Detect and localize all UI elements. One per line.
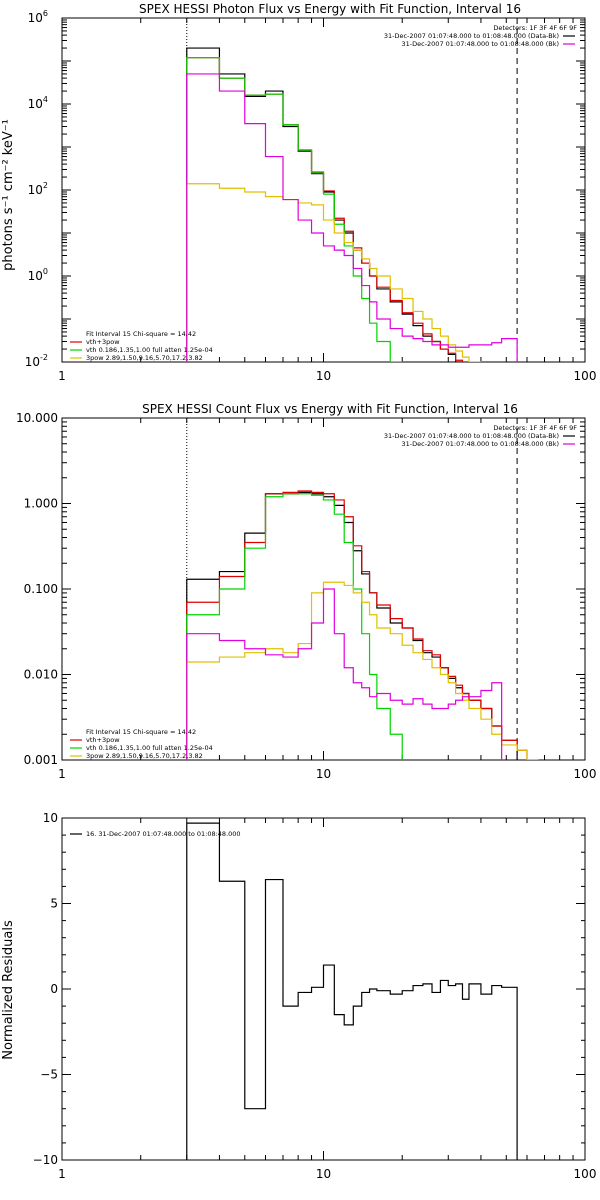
legend-top-left-label: 16. 31-Dec-2007 01:07:48.000 to 01:08:48… — [86, 830, 241, 838]
legend-bottom-left-label: vth+3pow — [86, 338, 120, 346]
x-tick-label: 1 — [58, 1167, 66, 1181]
series-group — [186, 47, 518, 362]
y-tick-label: 10-2 — [25, 353, 48, 369]
legend-bottom-left-label: 3pow 2.89,1.50,9.16,5.70,17.2,3.82 — [86, 752, 203, 760]
series-powerlaw-line — [186, 183, 482, 362]
y-tick-label: 1.000 — [24, 497, 58, 511]
series-background-line — [186, 73, 518, 362]
x-tick-label: 100 — [574, 1167, 597, 1181]
legend-bottom-left-label: Fit Interval 15 Chi-square = 14.42 — [86, 728, 196, 736]
series-thermal-line — [186, 56, 403, 362]
legend-bottom-left-label: Fit Interval 15 Chi-square = 14.42 — [86, 330, 196, 338]
legend-top-right-label: 31-Dec-2007 01:07:48.000 to 01:08:48.000… — [384, 432, 559, 440]
legend-bottom-left-label: vth 0.186,1.35,1.00 full atten 1.25e-04 — [86, 744, 213, 752]
legend-bottom-left-label: vth 0.186,1.35,1.00 full atten 1.25e-04 — [86, 346, 213, 354]
series-data-line — [186, 491, 518, 760]
y-tick-label: 106 — [28, 9, 48, 25]
x-tick-label: 10 — [316, 1167, 331, 1181]
x-tick-label: 100 — [574, 767, 597, 781]
series-data-line — [186, 47, 464, 362]
y-tick-label: −5 — [40, 1068, 58, 1082]
photon-flux-y-axis-label: photons s⁻¹ cm⁻² keV⁻¹ — [1, 119, 16, 271]
y-tick-label: 104 — [28, 95, 48, 111]
series-group — [186, 490, 539, 760]
count-flux-panel: SPEX HESSI Count Flux vs Energy with Fit… — [16, 402, 597, 781]
y-tick-label: 10.000 — [16, 411, 58, 425]
photon-flux-title: SPEX HESSI Photon Flux vs Energy with Fi… — [139, 2, 521, 16]
plot-frame — [61, 817, 586, 1161]
x-tick-label: 1 — [58, 369, 66, 383]
series-thermal-line — [186, 493, 403, 760]
x-tick-label: 100 — [574, 369, 597, 383]
legend-top-right-label: Detectors: 1F 3F 4F 6F 9F — [493, 24, 577, 32]
legend-top-right-label: Detectors: 1F 3F 4F 6F 9F — [493, 424, 577, 432]
x-tick-label: 10 — [316, 369, 331, 383]
legend-top-right-label: 31-Dec-2007 01:07:48.000 to 01:08:48.000… — [402, 40, 560, 48]
photon-flux-panel: SPEX HESSI Photon Flux vs Energy with Fi… — [1, 2, 597, 383]
series-group — [186, 822, 518, 1160]
x-tick-label: 10 — [316, 767, 331, 781]
y-tick-label: 0 — [50, 982, 58, 996]
x-tick-label: 1 — [58, 767, 66, 781]
y-tick-label: 5 — [50, 897, 58, 911]
series-background-line — [186, 588, 503, 760]
y-tick-label: −10 — [33, 1153, 58, 1167]
y-tick-label: 0.001 — [24, 753, 58, 767]
series-residual-line — [186, 822, 518, 1160]
y-tick-label: 0.100 — [24, 582, 58, 596]
y-tick-label: 100 — [28, 267, 48, 283]
legend-top-right-label: 31-Dec-2007 01:07:48.000 to 01:08:48.000… — [384, 32, 559, 40]
legend-bottom-left-label: vth+3pow — [86, 736, 120, 744]
series-total_fit-line — [186, 56, 464, 362]
y-tick-label: 0.010 — [24, 668, 58, 682]
count-flux-title: SPEX HESSI Count Flux vs Energy with Fit… — [142, 402, 518, 416]
legend-bottom-left-label: 3pow 2.89,1.50,9.16,5.70,17.2,3.82 — [86, 354, 203, 362]
residuals-panel: Normalized Residuals 1 10 100 −10 −5 0 5 10 16. … — [1, 811, 596, 1181]
residuals-y-axis-label: Normalized Residuals — [1, 920, 16, 1060]
series-total_fit-line — [186, 490, 539, 760]
legend-top-right-label: 31-Dec-2007 01:07:48.000 to 01:08:48.000… — [402, 440, 560, 448]
y-tick-label: 102 — [28, 181, 48, 197]
y-tick-label: 10 — [43, 811, 58, 825]
